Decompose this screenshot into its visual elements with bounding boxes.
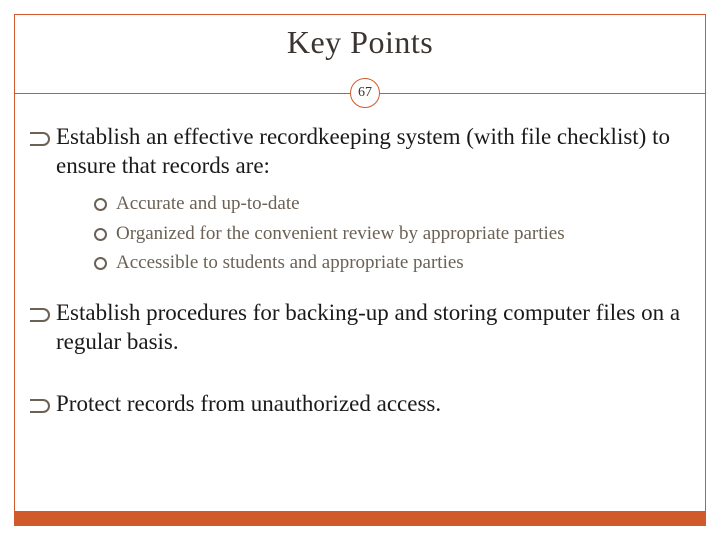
bullet-list: Establish an effective recordkeeping sys…	[30, 122, 690, 418]
sub-bullet-item: Accessible to students and appropriate p…	[92, 250, 690, 276]
sub-bullet-text: Accessible to students and appropriate p…	[116, 252, 464, 273]
page-number-badge: 67	[350, 78, 380, 108]
sub-bullet-item: Organized for the convenient review by a…	[92, 221, 690, 247]
content-area: Establish an effective recordkeeping sys…	[30, 122, 690, 428]
sub-bullet-item: Accurate and up-to-date	[92, 191, 690, 217]
bottom-accent-bar	[14, 512, 706, 526]
sub-bullet-list: Accurate and up-to-date Organized for th…	[92, 191, 690, 276]
slide: Key Points 67 Establish an effective rec…	[0, 0, 720, 540]
spacer	[30, 367, 690, 389]
bullet-item: Establish an effective recordkeeping sys…	[30, 122, 690, 276]
sub-bullet-text: Accurate and up-to-date	[116, 193, 300, 214]
slide-title: Key Points	[0, 24, 720, 61]
bullet-text: Protect records from unauthorized access…	[56, 391, 441, 416]
sub-bullet-text: Organized for the convenient review by a…	[116, 223, 565, 244]
bullet-text: Establish procedures for backing-up and …	[56, 300, 680, 354]
bullet-text: Establish an effective recordkeeping sys…	[56, 124, 670, 178]
bullet-item: Protect records from unauthorized access…	[30, 389, 690, 418]
bullet-item: Establish procedures for backing-up and …	[30, 298, 690, 357]
